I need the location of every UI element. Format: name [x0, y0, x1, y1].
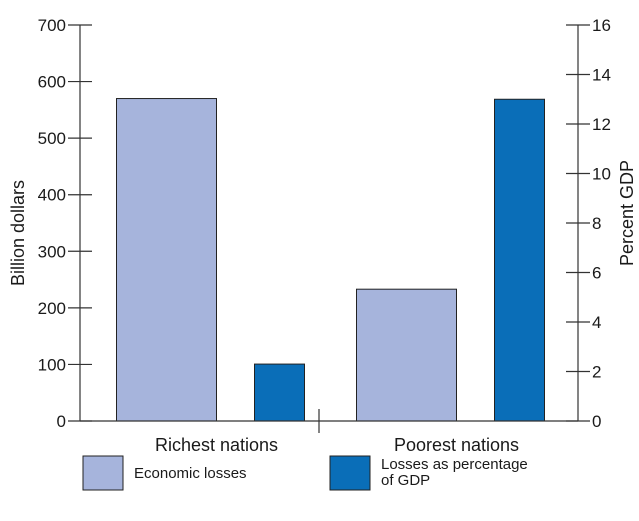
legend-label: Economic losses: [134, 465, 247, 482]
right-tick-label: 6: [592, 264, 601, 283]
right-axis-title: Percent GDP: [617, 160, 637, 266]
right-tick-label: 14: [592, 66, 611, 85]
right-tick-label: 12: [592, 115, 611, 134]
left-tick-label: 300: [38, 242, 66, 261]
legend-label-line: of GDP: [381, 472, 430, 489]
category-label: Poorest nations: [394, 435, 519, 455]
legend-label-line: Losses as percentage: [381, 456, 528, 473]
bars: [117, 99, 545, 421]
left-axis: 0 100 200 300 400 500 600 700 Billion dollars: [8, 16, 92, 431]
right-tick-label: 10: [592, 165, 611, 184]
right-tick-label: 2: [592, 363, 601, 382]
legend: Economic losses Losses as percentage of GD…: [83, 456, 528, 490]
bar: [495, 99, 545, 421]
left-axis-title: Billion dollars: [8, 180, 28, 286]
left-tick-label: 100: [38, 355, 66, 374]
right-tick-label: 16: [592, 16, 611, 35]
left-tick-label: 700: [38, 16, 66, 35]
left-tick-label: 400: [38, 186, 66, 205]
legend-swatch: [83, 456, 123, 490]
bar: [357, 289, 457, 421]
legend-swatch: [330, 456, 370, 490]
category-label: Richest nations: [155, 435, 278, 455]
left-tick-label: 600: [38, 73, 66, 92]
bar: [117, 99, 217, 421]
left-tick-label: 0: [57, 412, 66, 431]
right-tick-label: 8: [592, 214, 601, 233]
right-tick-label: 0: [592, 412, 601, 431]
legend-label: Losses as percentage of GDP: [381, 456, 528, 489]
right-axis: 0 2 4 6 8 10 12 14 16 Percent GDP: [566, 16, 637, 431]
left-tick-label: 200: [38, 299, 66, 318]
left-tick-label: 500: [38, 129, 66, 148]
bar: [255, 364, 305, 421]
right-tick-label: 4: [592, 313, 601, 332]
